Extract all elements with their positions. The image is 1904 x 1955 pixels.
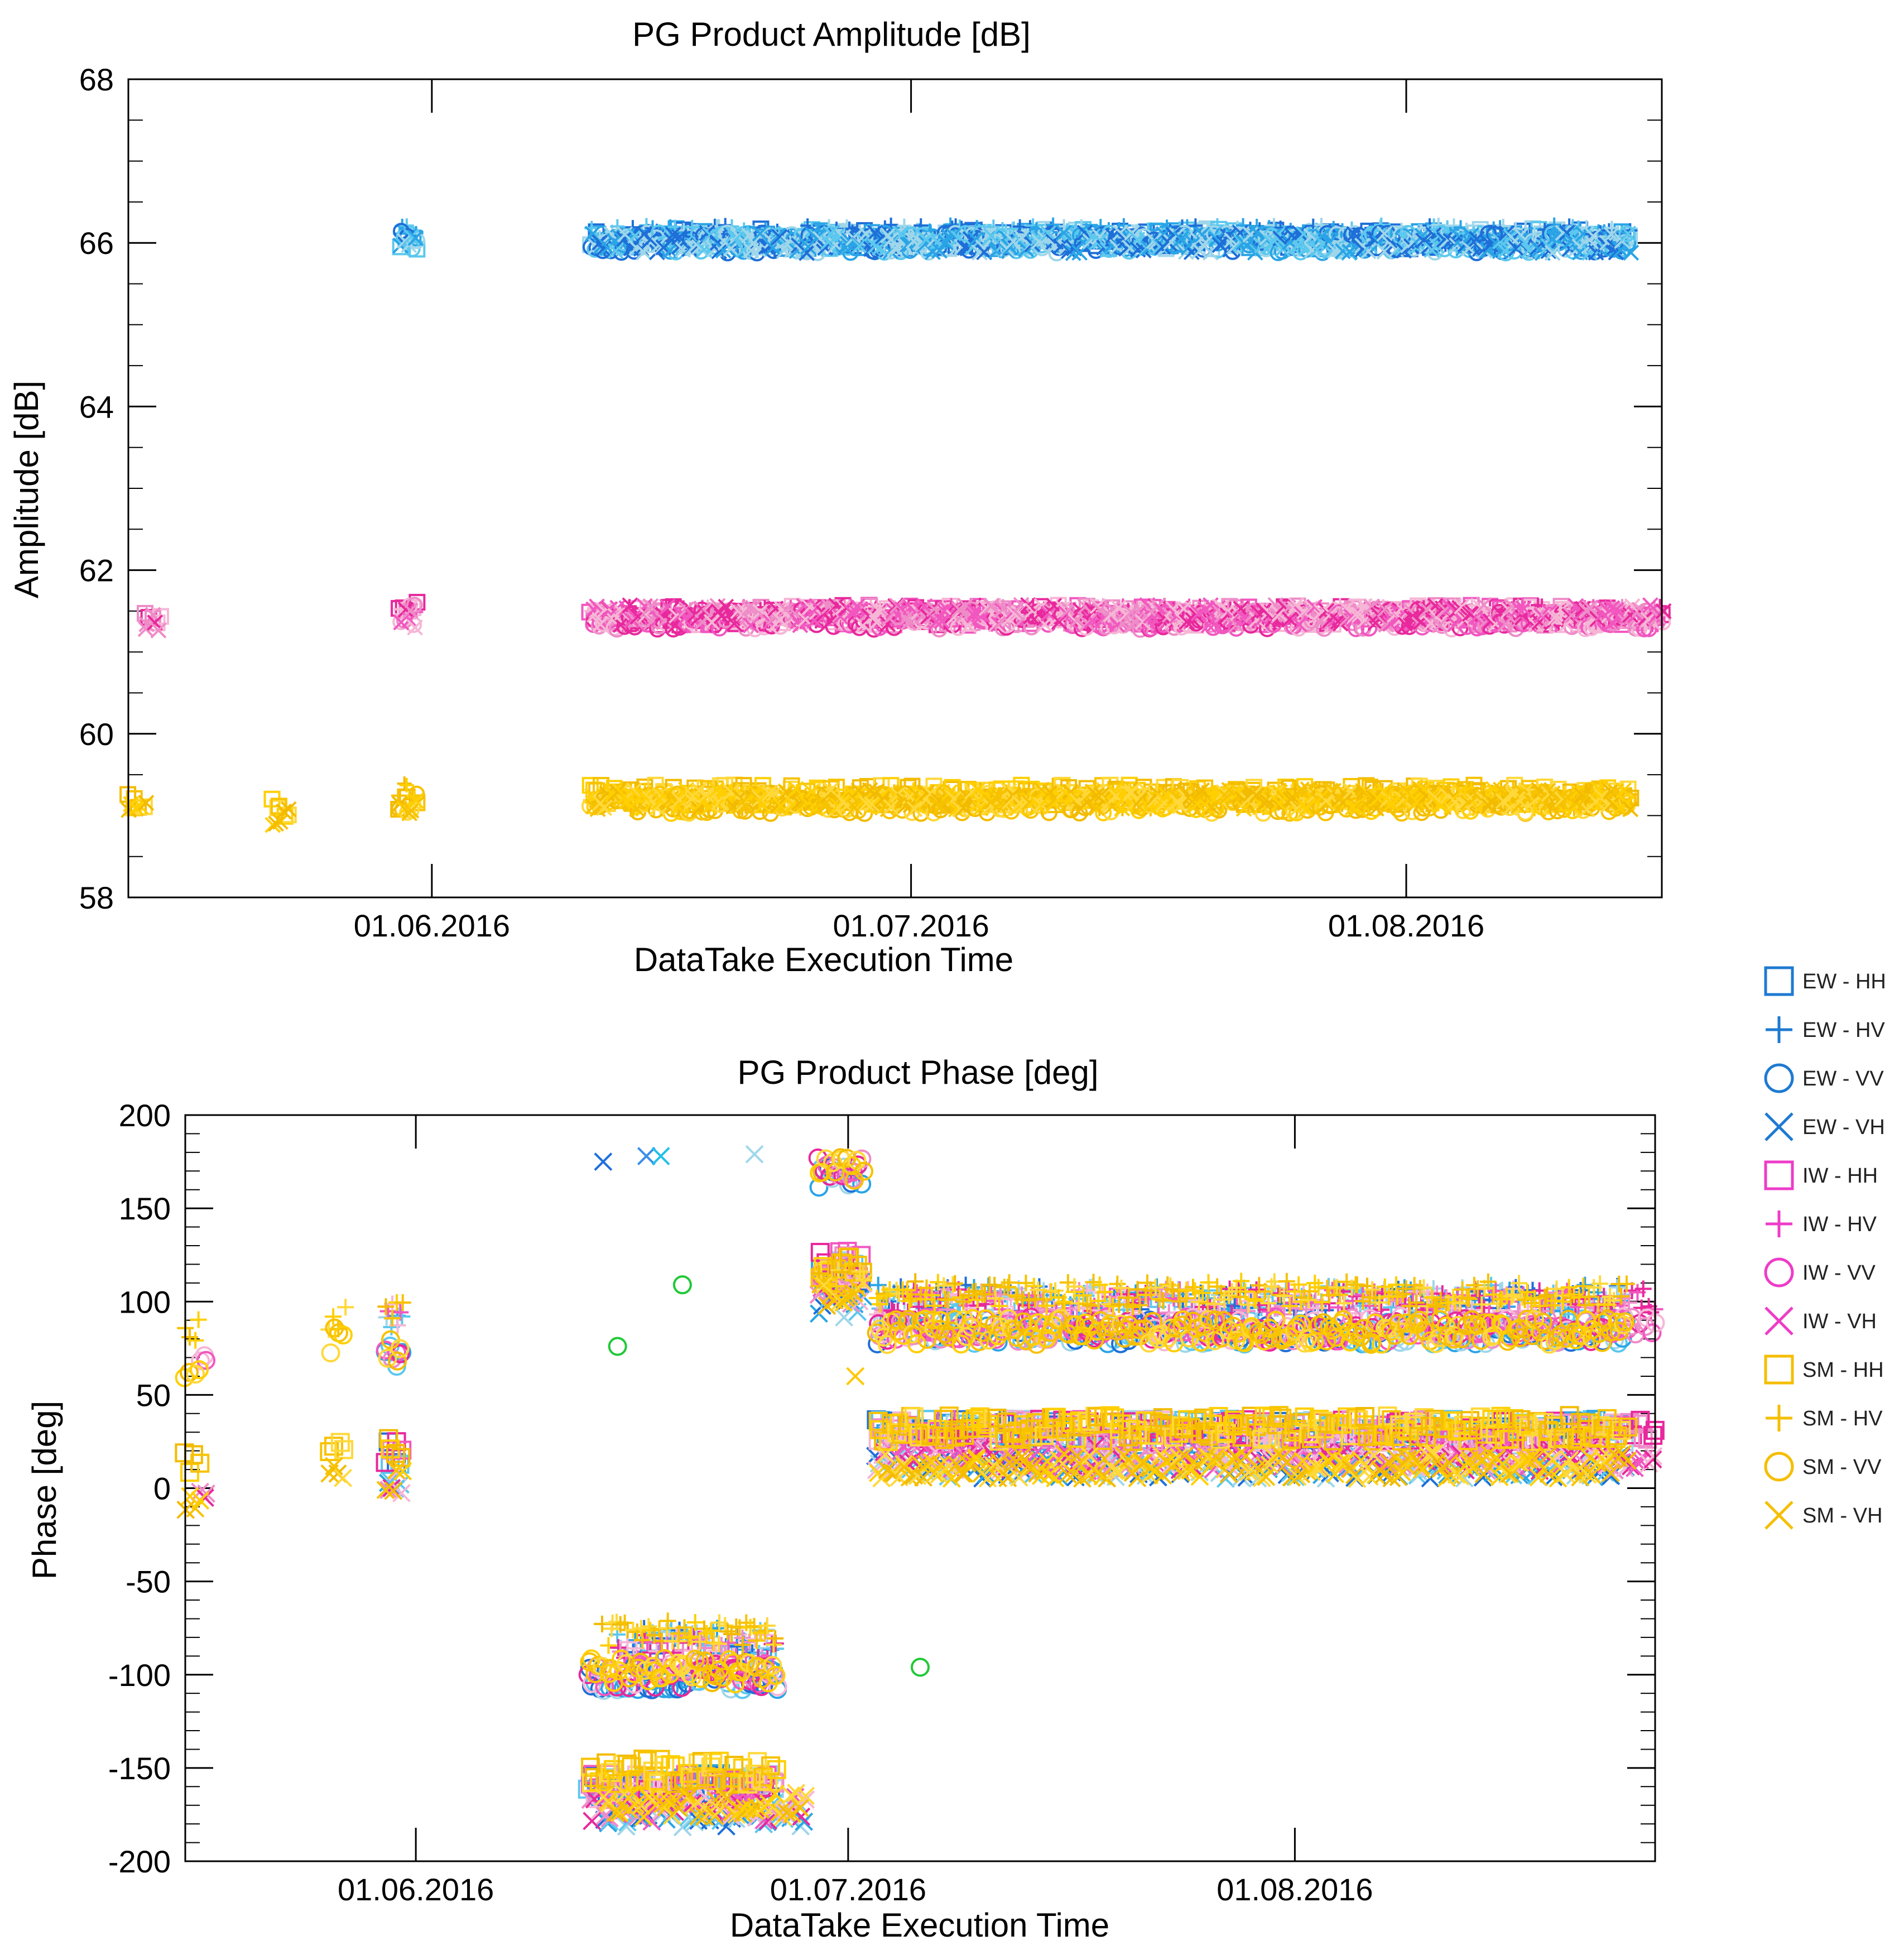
phase-axes: 200 150 100 50 0 -50 -100 -150 -200 01.06.2016 01.… [108,1098,1655,1907]
y-tick-label: 68 [79,62,114,97]
amplitude-chart-title: PG Product Amplitude [dB] [632,16,1031,53]
amplitude-data-marks [119,217,1672,833]
y-tick-label: 58 [79,880,114,915]
y-tick-label: 60 [79,717,114,752]
y-tick-label: 66 [79,225,114,261]
data-point-ew-hv [1609,1279,1626,1296]
phase-chart-title: PG Product Phase [deg] [737,1054,1098,1091]
x-tick-label: 01.07.2016 [833,908,989,943]
phase-data-marks [175,1145,1665,1837]
y-tick-label: -150 [108,1751,171,1786]
amplitude-chart: PG Product Amplitude [dB] 68 66 64 62 60 58 01… [8,16,1672,978]
y-tick-label: 200 [119,1098,171,1133]
amplitude-plot-frame [127,78,1663,899]
y-tick-label: 0 [153,1471,171,1506]
y-tick-label: 50 [136,1377,171,1413]
x-tick-label: 01.07.2016 [770,1872,926,1907]
y-tick-label: -200 [108,1844,171,1879]
y-tick-label: -100 [108,1658,171,1693]
data-point-ew-vv [408,232,426,249]
y-tick-label: 150 [119,1191,171,1226]
data-point-ew-vv [651,224,668,242]
x-tick-label: 01.08.2016 [1328,908,1484,943]
y-tick-label: 62 [79,553,114,588]
x-tick-label: 01.06.2016 [338,1872,494,1907]
y-tick-label: 64 [79,389,114,424]
y-tick-label: 100 [119,1284,171,1319]
data-point-ew-hv [913,218,929,233]
x-tick-label: 01.08.2016 [1217,1872,1373,1907]
amplitude-y-axis-label: Amplitude [dB] [8,381,45,598]
y-tick-label: -50 [126,1564,171,1599]
amplitude-axes: 68 66 64 62 60 58 01.06.2016 01.07.2016 01.08.20… [79,62,1662,943]
amplitude-x-axis-label: DataTake Execution Time [634,941,1013,978]
x-tick-label: 01.06.2016 [354,908,510,943]
phase-chart: PG Product Phase [deg] 200 150 100 50 0 -50 -1… [26,1054,1665,1944]
